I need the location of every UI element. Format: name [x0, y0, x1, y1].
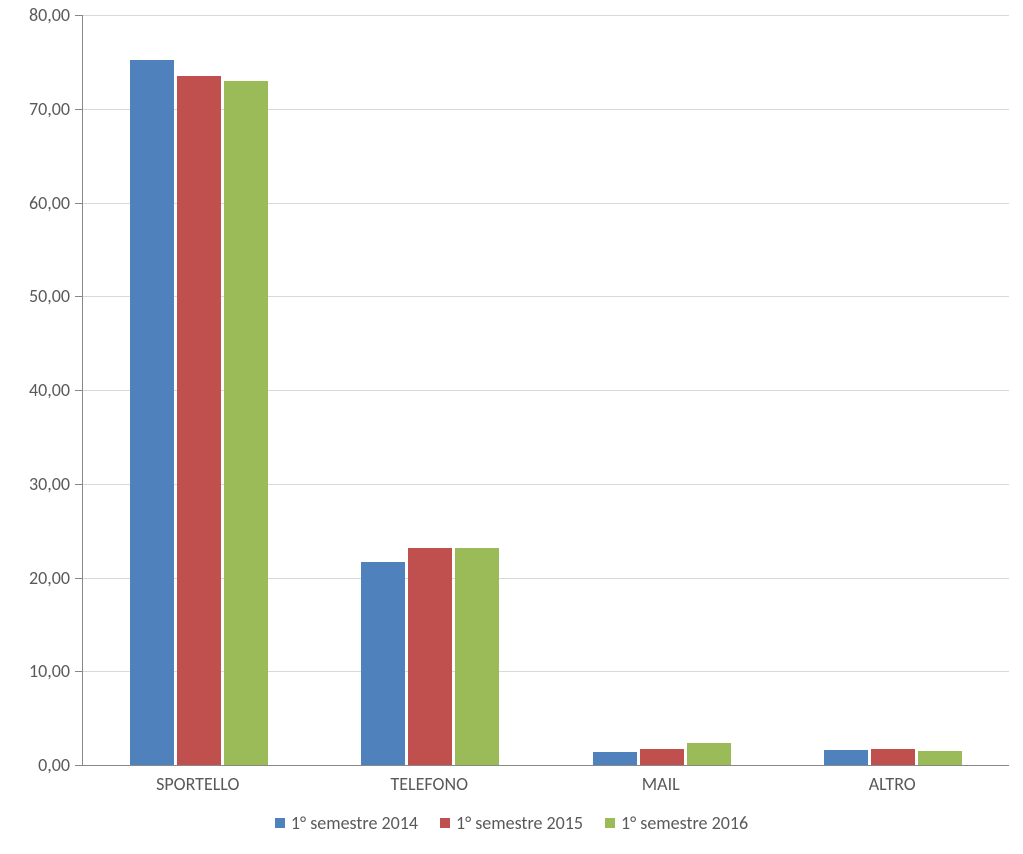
- legend: 1° semestre 2014 1° semestre 2015 1° semes…: [0, 812, 1023, 834]
- y-tick-label: 50,00: [10, 285, 70, 307]
- grid-line: [83, 296, 1009, 297]
- y-tick-mark: [75, 765, 82, 766]
- y-tick-label: 80,00: [10, 4, 70, 26]
- y-tick-label: 70,00: [10, 98, 70, 120]
- y-tick-label: 20,00: [10, 567, 70, 589]
- legend-item: 1° semestre 2016: [605, 812, 748, 834]
- legend-label: 1° semestre 2015: [456, 812, 583, 834]
- y-tick-label: 60,00: [10, 192, 70, 214]
- y-tick-label: 10,00: [10, 660, 70, 682]
- legend-label: 1° semestre 2016: [621, 812, 748, 834]
- bar: [918, 751, 962, 765]
- y-tick-mark: [75, 671, 82, 672]
- bar-chart: 1° semestre 2014 1° semestre 2015 1° semes…: [0, 0, 1023, 854]
- grid-line: [83, 671, 1009, 672]
- y-tick-label: 0,00: [10, 754, 70, 776]
- legend-item: 1° semestre 2015: [440, 812, 583, 834]
- category-label: ALTRO: [777, 773, 1009, 795]
- bar: [593, 752, 637, 765]
- y-tick-mark: [75, 109, 82, 110]
- y-tick-mark: [75, 296, 82, 297]
- legend-swatch: [605, 818, 615, 828]
- y-tick-label: 30,00: [10, 473, 70, 495]
- legend-swatch: [275, 818, 285, 828]
- category-label: SPORTELLO: [82, 773, 314, 795]
- category-label: MAIL: [545, 773, 777, 795]
- bar: [130, 60, 174, 765]
- bar: [824, 750, 868, 765]
- bar: [871, 749, 915, 765]
- plot-area: [82, 15, 1009, 766]
- y-tick-mark: [75, 203, 82, 204]
- bar: [640, 749, 684, 765]
- grid-line: [83, 15, 1009, 16]
- bar: [177, 76, 221, 765]
- y-tick-label: 40,00: [10, 379, 70, 401]
- grid-line: [83, 390, 1009, 391]
- bar: [408, 548, 452, 765]
- y-tick-mark: [75, 15, 82, 16]
- y-tick-mark: [75, 390, 82, 391]
- y-tick-mark: [75, 578, 82, 579]
- grid-line: [83, 484, 1009, 485]
- bar: [361, 562, 405, 765]
- grid-line: [83, 109, 1009, 110]
- bar: [455, 548, 499, 765]
- category-label: TELEFONO: [314, 773, 546, 795]
- legend-label: 1° semestre 2014: [291, 812, 418, 834]
- bar: [224, 81, 268, 765]
- grid-line: [83, 203, 1009, 204]
- grid-line: [83, 578, 1009, 579]
- legend-swatch: [440, 818, 450, 828]
- y-tick-mark: [75, 484, 82, 485]
- legend-item: 1° semestre 2014: [275, 812, 418, 834]
- bar: [687, 743, 731, 765]
